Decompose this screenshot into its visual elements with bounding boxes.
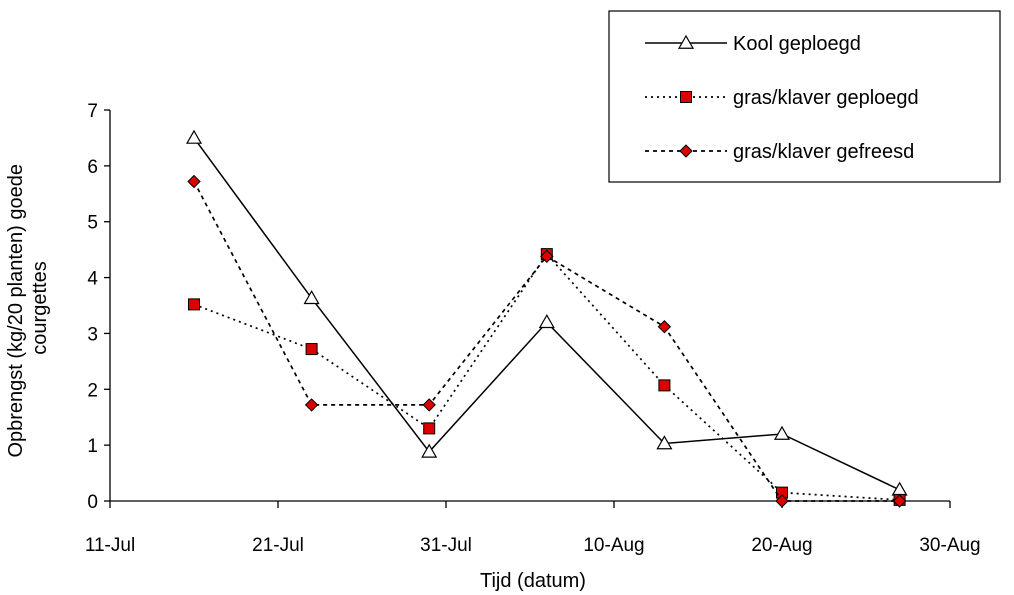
y-tick-label: 7: [87, 101, 98, 122]
series-gras-klaver-gefreesd: [187, 174, 907, 508]
y-axis-title: Opbrengst (kg/20 planten) goede courgett…: [5, 158, 51, 457]
x-tick-label: 11-Jul: [85, 535, 135, 556]
data-point-gras-klaver-gefreesd: [657, 320, 672, 334]
y-axis-title-line-2: courgettes: [29, 261, 51, 354]
legend-label-gras-klaver-gefreesd: gras/klaver gefreesd: [733, 141, 914, 163]
x-tick-label: 20-Aug: [751, 535, 812, 556]
y-tick-label: 6: [87, 157, 98, 178]
data-point-kool-geploegd: [656, 435, 673, 450]
data-point-gras-klaver-geploegd: [658, 379, 671, 392]
data-point-gras-klaver-geploegd: [423, 422, 436, 435]
series-line-gras-klaver-gefreesd: [193, 181, 900, 502]
y-tick-label: 1: [87, 436, 98, 457]
data-point-gras-klaver-gefreesd: [304, 398, 319, 412]
data-point-gras-klaver-geploegd: [188, 298, 200, 311]
series-line-kool-geploegd: [193, 137, 900, 491]
data-point-kool-geploegd: [891, 481, 908, 496]
y-tick-label: 2: [87, 380, 98, 401]
x-tick-label: 21-Jul: [252, 535, 304, 556]
data-point-kool-geploegd: [538, 314, 555, 329]
y-tick-label: 5: [87, 213, 98, 234]
data-point-gras-klaver-gefreesd: [775, 494, 789, 508]
x-tick-label: 31-Jul: [420, 535, 472, 556]
data-point-gras-klaver-gefreesd: [892, 494, 907, 508]
data-point-gras-klaver-gefreesd: [540, 249, 554, 264]
legend-marker-gras-klaver-geploegd: [680, 91, 692, 103]
x-axis-title: Tijd (datum): [480, 570, 586, 592]
series-layer: [185, 129, 908, 508]
data-point-gras-klaver-gefreesd: [422, 398, 436, 412]
data-point-kool-geploegd: [303, 290, 320, 305]
series-line-gras-klaver-geploegd: [193, 252, 900, 501]
y-tick-label: 0: [87, 492, 98, 513]
legend-label-kool-geploegd: Kool geploegd: [733, 33, 861, 55]
y-tick-label: 4: [87, 269, 98, 290]
data-point-gras-klaver-geploegd: [305, 343, 318, 356]
y-tick-label: 3: [87, 324, 98, 345]
legend-marker-gras-klaver-gefreesd: [679, 144, 693, 158]
data-point-kool-geploegd: [773, 425, 791, 440]
data-point-kool-geploegd: [185, 129, 203, 144]
x-tick-label: 30-Aug: [919, 535, 980, 556]
y-axis-title-line-1: Opbrengst (kg/20 planten) goede: [5, 164, 27, 458]
axes: 0 1 2 3 4 5 6 7 11-Jul 21-Jul 31-Jul 10-Aug 20-Aug 30…: [85, 101, 981, 556]
legend-box: [608, 10, 1001, 183]
legend-marker-kool-geploegd: [677, 34, 695, 49]
legend: Kool geploegd gras/klaver geploegd gras/kl…: [608, 10, 1001, 183]
x-tick-label: 10-Aug: [583, 535, 644, 556]
data-point-gras-klaver-gefreesd: [187, 174, 201, 189]
legend-label-gras-klaver-geploegd: gras/klaver geploegd: [733, 87, 919, 109]
data-point-kool-geploegd: [421, 443, 438, 458]
series-kool-geploegd: [185, 129, 908, 496]
series-gras-klaver-geploegd: [188, 248, 906, 506]
